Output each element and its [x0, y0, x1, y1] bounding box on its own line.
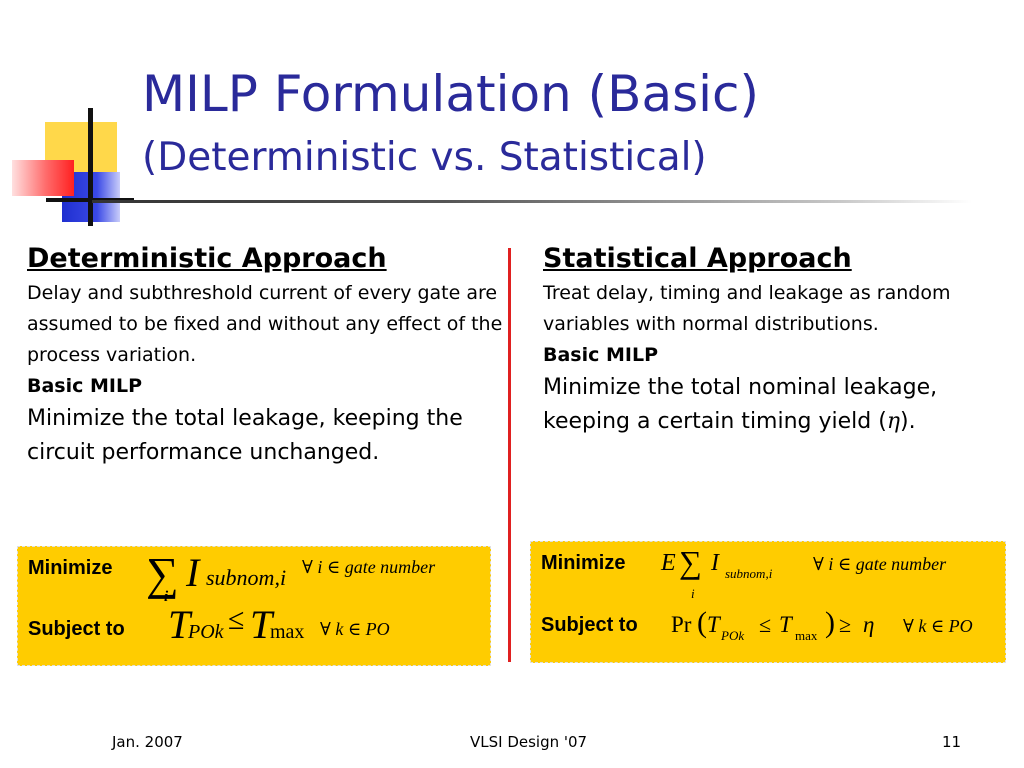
statistical-column: Statistical Approach Treat delay, timing… — [543, 240, 1003, 439]
column-divider — [508, 248, 511, 662]
less-equal-symbol: ≤ — [228, 603, 245, 636]
constraint-max-subscript: max — [270, 621, 305, 643]
sum-index: i — [164, 589, 169, 605]
objective-current: I — [711, 550, 719, 576]
statistical-milp-text-end: ). — [900, 409, 916, 434]
footer-date: Jan. 2007 — [112, 733, 183, 751]
objective-condition: ∀ i ∈ gate number — [302, 557, 436, 577]
yield-eta: η — [863, 612, 875, 637]
sum-symbol: ∑ — [146, 548, 179, 599]
constraint-max-subscript: max — [795, 628, 818, 643]
minimize-label: Minimize — [541, 552, 626, 574]
greater-equal-symbol: ≥ — [839, 612, 852, 637]
subject-to-label: Subject to — [28, 618, 125, 640]
less-equal-symbol: ≤ — [759, 612, 772, 637]
slide-subtitle: (Deterministic vs. Statistical) — [142, 135, 707, 180]
statistical-milp-text: Minimize the total nominal leakage, keep… — [543, 371, 1003, 439]
constraint-delay: T — [707, 612, 720, 637]
deterministic-description: Delay and subthreshold current of every … — [27, 282, 503, 366]
subject-to-label: Subject to — [541, 614, 638, 636]
objective-subscript: subnom,i — [725, 566, 773, 581]
constraint-delay: T — [168, 602, 191, 647]
deterministic-column: Deterministic Approach Delay and subthre… — [27, 240, 507, 470]
objective-subscript: subnom,i — [206, 565, 287, 590]
deterministic-formula-box: Minimize ∑ I subnom,i i ∀ i ∈ gate numbe… — [17, 546, 491, 666]
eta-symbol: η — [886, 409, 901, 434]
slide-logo-decoration — [0, 0, 140, 230]
open-paren: ( — [697, 606, 707, 639]
minimize-label: Minimize — [28, 557, 113, 579]
slide-title: MILP Formulation (Basic) — [142, 65, 760, 123]
close-paren: ) — [825, 606, 835, 639]
sum-symbol: ∑ — [679, 544, 702, 580]
constraint-max-delay: T — [779, 612, 792, 637]
constraint-condition: ∀ k ∈ PO — [320, 619, 390, 639]
red-bar-decoration — [12, 160, 74, 196]
sum-index: i — [691, 586, 695, 601]
footer-conference: VLSI Design '07 — [470, 733, 588, 751]
statistical-milp-label: Basic MILP — [543, 344, 659, 366]
deterministic-heading: Deterministic Approach — [27, 243, 387, 274]
constraint-max-delay: T — [250, 602, 273, 647]
constraint-delay-subscript: POk — [188, 621, 224, 643]
vertical-line-decoration — [88, 108, 93, 226]
constraint-delay-subscript: POk — [721, 628, 745, 643]
title-underline-rule — [92, 200, 972, 203]
statistical-milp-text-start: Minimize the total nominal leakage, keep… — [543, 375, 938, 434]
statistical-description: Treat delay, timing and leakage as rando… — [543, 282, 951, 335]
constraint-condition: ∀ k ∈ PO — [903, 616, 973, 636]
expectation-symbol: E — [661, 550, 676, 576]
objective-condition: ∀ i ∈ gate number — [813, 554, 947, 574]
statistical-heading: Statistical Approach — [543, 243, 852, 274]
statistical-formula-box: Minimize E ∑ i I subnom,i ∀ i ∈ gate num… — [530, 541, 1006, 663]
deterministic-milp-label: Basic MILP — [27, 375, 143, 397]
footer-page-number: 11 — [942, 733, 962, 751]
horizontal-line-decoration — [46, 198, 134, 202]
deterministic-milp-text: Minimize the total leakage, keeping the … — [27, 406, 463, 465]
probability-symbol: Pr — [671, 612, 692, 637]
objective-current: I — [186, 550, 200, 595]
